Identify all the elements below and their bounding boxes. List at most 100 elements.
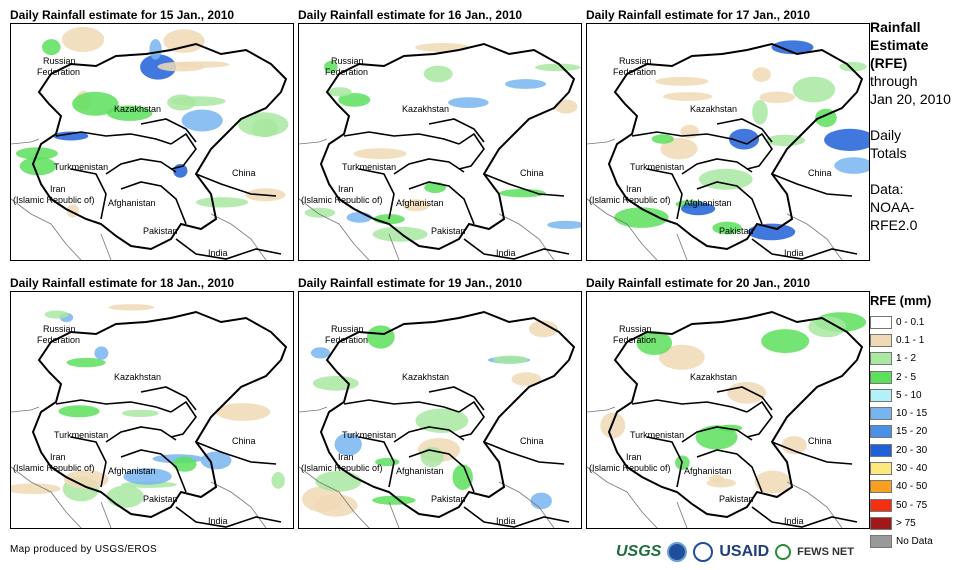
commerce-seal-icon — [693, 542, 714, 562]
rain-area — [172, 456, 197, 472]
country-border — [170, 400, 197, 438]
rain-area — [353, 148, 407, 160]
info-data-label: Data: — [870, 181, 904, 197]
legend-item: 50 - 75 — [870, 496, 965, 514]
neighbor-border — [299, 406, 328, 413]
rain-area — [781, 436, 807, 455]
label-russia: Federation — [613, 67, 656, 77]
rain-area — [727, 381, 767, 404]
label-china: China — [232, 436, 256, 446]
country-border — [120, 181, 187, 225]
country-border — [175, 506, 282, 528]
label-kazakhstan: Kazakhstan — [690, 372, 737, 382]
region-outline — [607, 42, 864, 251]
label-pakistan: Pakistan — [431, 494, 466, 504]
legend-label: No Data — [896, 536, 933, 548]
legend-item: 2 - 5 — [870, 368, 965, 386]
legend-swatch — [870, 388, 892, 402]
rain-area — [420, 446, 444, 468]
rain-area — [534, 63, 581, 72]
label-russia: Federation — [37, 335, 80, 345]
legend-item: 15 - 20 — [870, 423, 965, 441]
rain-area — [334, 433, 362, 456]
legend-label: 15 - 20 — [896, 426, 928, 438]
rain-area — [834, 157, 869, 174]
rain-area — [660, 137, 698, 160]
legend-label: > 75 — [896, 517, 916, 529]
rain-area — [706, 478, 737, 488]
neighbor-border — [299, 198, 370, 260]
label-iran: (Islamic Republic of) — [589, 463, 671, 473]
country-border — [55, 399, 172, 413]
legend-item: 30 - 40 — [870, 459, 965, 477]
country-border — [751, 238, 858, 260]
country-border — [140, 118, 197, 143]
legend-label: 0 - 0.1 — [896, 316, 925, 328]
usgs-logo: USGS — [616, 543, 662, 560]
country-border — [631, 399, 748, 413]
rain-area — [554, 99, 578, 114]
info-totals: Totals — [870, 145, 907, 161]
label-turkmenistan: Turkmenistan — [630, 430, 684, 440]
country-border — [751, 506, 858, 528]
label-pakistan: Pakistan — [143, 494, 178, 504]
label-india: India — [208, 516, 228, 526]
rain-area — [372, 226, 428, 242]
label-russia: Russian — [331, 324, 364, 334]
label-iran: (Islamic Republic of) — [13, 195, 95, 205]
map-info: Rainfall Estimate (RFE) through Jan 20, … — [870, 18, 965, 234]
label-iran: Iran — [338, 184, 354, 194]
rain-area — [200, 451, 232, 470]
country-border — [70, 168, 107, 220]
label-india: India — [496, 516, 516, 526]
country-border — [646, 168, 683, 220]
map-credit: Map produced by USGS/EROS — [10, 544, 158, 555]
rain-area — [752, 99, 768, 125]
legend-label: 50 - 75 — [896, 499, 928, 511]
neighbor-border — [388, 501, 400, 528]
rain-area — [149, 39, 162, 60]
country-border — [463, 238, 570, 260]
region-outline — [319, 310, 576, 519]
neighbor-border — [11, 138, 40, 145]
info-source-2: RFE2.0 — [870, 217, 918, 233]
rain-area — [72, 91, 119, 116]
country-border — [458, 132, 485, 170]
rain-area — [215, 403, 271, 421]
rain-area — [695, 425, 738, 450]
legend-item: 0 - 0.1 — [870, 313, 965, 331]
legend-swatch — [870, 315, 892, 329]
rainfall-map: Russian Federation Kazakhstan Turkmenistan I… — [586, 291, 870, 529]
label-china: China — [520, 436, 544, 446]
label-pakistan: Pakistan — [719, 494, 754, 504]
label-iran: (Islamic Republic of) — [13, 463, 95, 473]
country-border — [696, 181, 763, 225]
rain-area — [824, 128, 869, 151]
rain-area — [238, 112, 289, 137]
country-border — [716, 118, 773, 143]
neighbor-border — [299, 138, 328, 145]
legend-swatch — [870, 352, 892, 366]
label-russia: Russian — [43, 324, 76, 334]
legend-label: 40 - 50 — [896, 481, 928, 493]
legend-swatch — [870, 407, 892, 421]
label-pakistan: Pakistan — [431, 226, 466, 236]
legend-swatch — [870, 480, 892, 494]
rain-area — [511, 372, 542, 386]
rain-area — [301, 486, 344, 513]
map-panel: Daily Rainfall estimate for 20 Jan., 201… — [586, 275, 870, 529]
panel-title: Daily Rainfall estimate for 18 Jan., 201… — [10, 276, 235, 290]
label-turkmenistan: Turkmenistan — [630, 162, 684, 172]
rain-area — [94, 346, 109, 360]
country-border — [55, 131, 172, 145]
label-turkmenistan: Turkmenistan — [54, 430, 108, 440]
label-kazakhstan: Kazakhstan — [402, 372, 449, 382]
legend-label: 10 - 15 — [896, 408, 928, 420]
legend-label: 30 - 40 — [896, 463, 928, 475]
rain-area — [681, 202, 716, 216]
neighbor-border — [587, 406, 616, 413]
country-border — [408, 181, 475, 225]
rain-area — [346, 212, 373, 223]
rain-area — [310, 347, 331, 359]
